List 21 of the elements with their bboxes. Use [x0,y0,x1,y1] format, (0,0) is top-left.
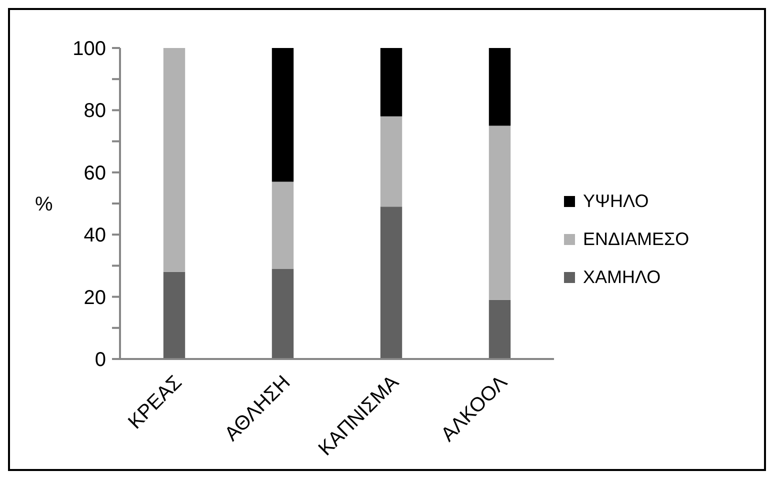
bar [380,116,402,207]
bar [163,48,186,272]
legend-label: ΕΝΔΙΑΜΕΣΟ [583,229,690,250]
bar [488,126,511,300]
legend-label: ΧΑΜΗΛΟ [583,267,661,288]
y-tick-label: 60 [84,162,106,184]
bar [163,272,186,359]
y-tick-label: 80 [84,100,106,122]
bar [272,268,294,359]
y-tick-label: 100 [72,38,106,60]
bar [272,182,294,269]
y-axis-title: % [35,194,53,216]
bar [272,48,294,182]
y-tick-label: 0 [94,349,106,371]
bar [380,206,402,359]
y-tick-label: 40 [84,224,106,247]
bar [380,48,402,116]
bar [488,48,511,126]
legend-label: ΥΨΗΛΟ [583,191,649,212]
y-tick-label: 20 [84,286,106,309]
bar [488,300,511,359]
